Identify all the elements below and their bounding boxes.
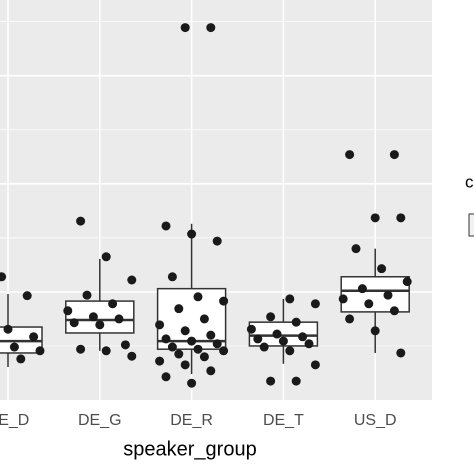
point bbox=[193, 292, 203, 302]
point bbox=[174, 304, 184, 314]
point bbox=[246, 324, 256, 334]
point bbox=[219, 346, 229, 356]
point bbox=[278, 336, 288, 346]
point bbox=[167, 272, 177, 282]
point bbox=[161, 334, 171, 344]
point bbox=[206, 330, 216, 340]
point bbox=[402, 277, 412, 287]
point bbox=[389, 306, 399, 316]
point bbox=[76, 216, 86, 226]
point bbox=[155, 320, 165, 330]
x-tick-label: DE_D bbox=[0, 412, 29, 429]
point bbox=[357, 284, 367, 294]
point bbox=[95, 320, 105, 330]
point bbox=[370, 213, 380, 223]
point bbox=[212, 339, 222, 349]
point bbox=[120, 340, 130, 350]
point bbox=[101, 346, 111, 356]
point bbox=[29, 332, 39, 342]
point bbox=[22, 291, 32, 301]
point bbox=[396, 348, 406, 358]
point bbox=[127, 351, 137, 361]
point bbox=[167, 342, 177, 352]
point bbox=[161, 221, 171, 231]
point bbox=[310, 299, 320, 309]
point bbox=[212, 236, 222, 246]
point bbox=[9, 342, 19, 352]
point bbox=[101, 252, 111, 262]
point bbox=[199, 352, 209, 362]
point bbox=[351, 244, 361, 254]
point bbox=[155, 356, 165, 366]
point bbox=[291, 317, 301, 327]
point bbox=[272, 329, 282, 339]
point bbox=[114, 314, 124, 324]
point bbox=[180, 326, 190, 336]
x-axis-title: speaker_group bbox=[123, 438, 256, 460]
point bbox=[88, 312, 98, 322]
point bbox=[127, 275, 137, 285]
point bbox=[0, 272, 7, 282]
point bbox=[285, 346, 295, 356]
point bbox=[396, 213, 406, 223]
legend-key bbox=[468, 213, 474, 237]
point bbox=[108, 299, 118, 309]
box bbox=[340, 276, 410, 313]
point bbox=[82, 290, 92, 300]
point bbox=[206, 23, 216, 33]
point bbox=[364, 299, 374, 309]
point bbox=[310, 360, 320, 370]
point bbox=[345, 150, 355, 160]
point bbox=[219, 296, 229, 306]
point bbox=[345, 314, 355, 324]
point bbox=[180, 360, 190, 370]
point bbox=[253, 334, 263, 344]
x-tick-label: DE_R bbox=[170, 412, 213, 429]
point bbox=[266, 376, 276, 386]
x-tick-label: DE_G bbox=[78, 412, 122, 429]
point bbox=[187, 229, 197, 239]
x-tick-label: DE_T bbox=[263, 412, 304, 429]
x-tick-label: US_D bbox=[354, 412, 397, 429]
point bbox=[193, 344, 203, 354]
point bbox=[3, 324, 13, 334]
point bbox=[291, 376, 301, 386]
point bbox=[174, 349, 184, 359]
point bbox=[285, 294, 295, 304]
point bbox=[35, 346, 45, 356]
point bbox=[383, 290, 393, 300]
point bbox=[206, 366, 216, 376]
point bbox=[370, 326, 380, 336]
point bbox=[187, 336, 197, 346]
legend-title: c bbox=[465, 172, 474, 191]
point bbox=[161, 372, 171, 382]
point bbox=[76, 344, 86, 354]
point bbox=[199, 314, 209, 324]
point bbox=[298, 332, 308, 342]
point bbox=[63, 306, 73, 316]
point bbox=[187, 378, 197, 388]
point bbox=[304, 339, 314, 349]
point bbox=[69, 318, 79, 328]
point bbox=[259, 342, 269, 352]
point bbox=[377, 264, 387, 274]
point bbox=[338, 294, 348, 304]
point bbox=[266, 312, 276, 322]
point bbox=[180, 23, 190, 33]
point bbox=[16, 354, 26, 364]
point bbox=[389, 150, 399, 160]
